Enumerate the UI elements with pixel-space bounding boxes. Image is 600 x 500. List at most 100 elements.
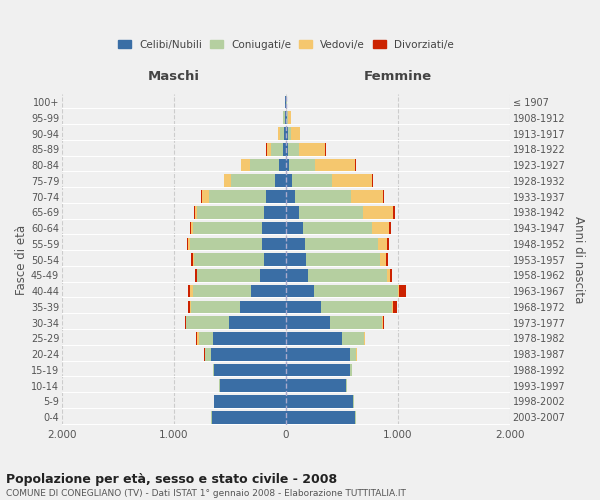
Bar: [286, 332, 342, 344]
Bar: [229, 316, 286, 329]
Bar: [305, 238, 378, 250]
Bar: [195, 269, 197, 281]
Bar: [299, 206, 363, 218]
Bar: [262, 222, 286, 234]
Bar: [286, 411, 355, 424]
Bar: [392, 300, 394, 313]
Bar: [389, 222, 391, 234]
Bar: [329, 316, 382, 329]
Bar: [386, 254, 388, 266]
Bar: [383, 190, 385, 203]
Bar: [202, 190, 209, 203]
Bar: [271, 143, 283, 156]
Bar: [284, 127, 286, 140]
Bar: [280, 127, 284, 140]
Legend: Celibi/Nubili, Coniugati/e, Vedovi/e, Divorziati/e: Celibi/Nubili, Coniugati/e, Vedovi/e, Di…: [118, 40, 454, 50]
Text: COMUNE DI CONEGLIANO (TV) - Dati ISTAT 1° gennaio 2008 - Elaborazione TUTTITALIA: COMUNE DI CONEGLIANO (TV) - Dati ISTAT 1…: [6, 489, 406, 498]
Bar: [193, 254, 194, 266]
Bar: [286, 285, 314, 298]
Bar: [286, 348, 350, 360]
Bar: [387, 269, 390, 281]
Bar: [186, 316, 229, 329]
Bar: [286, 143, 288, 156]
Bar: [314, 285, 398, 298]
Bar: [263, 254, 286, 266]
Bar: [286, 380, 346, 392]
Bar: [188, 300, 190, 313]
Bar: [241, 158, 250, 172]
Text: Maschi: Maschi: [148, 70, 200, 83]
Bar: [201, 190, 202, 203]
Bar: [250, 158, 279, 172]
Bar: [213, 332, 286, 344]
Text: Popolazione per età, sesso e stato civile - 2008: Popolazione per età, sesso e stato civil…: [6, 472, 337, 486]
Bar: [390, 269, 392, 281]
Bar: [286, 174, 292, 187]
Bar: [286, 238, 305, 250]
Bar: [240, 300, 286, 313]
Bar: [220, 380, 286, 392]
Bar: [286, 316, 329, 329]
Bar: [211, 348, 286, 360]
Bar: [332, 174, 372, 187]
Bar: [190, 222, 191, 234]
Bar: [267, 143, 271, 156]
Bar: [197, 206, 263, 218]
Bar: [394, 206, 395, 218]
Bar: [286, 190, 295, 203]
Bar: [295, 190, 351, 203]
Bar: [351, 190, 383, 203]
Bar: [187, 238, 188, 250]
Bar: [190, 285, 193, 298]
Bar: [197, 269, 260, 281]
Bar: [288, 143, 299, 156]
Bar: [378, 238, 387, 250]
Bar: [315, 158, 355, 172]
Bar: [283, 112, 285, 124]
Bar: [287, 127, 291, 140]
Bar: [289, 158, 315, 172]
Bar: [190, 238, 262, 250]
Bar: [190, 300, 191, 313]
Bar: [262, 238, 286, 250]
Bar: [212, 364, 214, 376]
Bar: [214, 395, 286, 408]
Bar: [288, 112, 291, 124]
Bar: [286, 112, 287, 124]
Bar: [191, 300, 240, 313]
Bar: [275, 174, 286, 187]
Bar: [292, 174, 332, 187]
Bar: [191, 222, 193, 234]
Bar: [394, 300, 397, 313]
Bar: [266, 190, 286, 203]
Bar: [286, 364, 350, 376]
Bar: [383, 316, 384, 329]
Bar: [350, 348, 356, 360]
Bar: [278, 127, 280, 140]
Bar: [286, 222, 303, 234]
Bar: [193, 285, 251, 298]
Bar: [287, 112, 288, 124]
Bar: [363, 206, 394, 218]
Bar: [197, 332, 199, 344]
Bar: [231, 174, 275, 187]
Bar: [286, 158, 289, 172]
Bar: [251, 285, 286, 298]
Bar: [285, 112, 286, 124]
Bar: [260, 269, 286, 281]
Bar: [263, 206, 286, 218]
Bar: [286, 127, 287, 140]
Bar: [306, 254, 380, 266]
Bar: [350, 364, 352, 376]
Bar: [380, 254, 386, 266]
Bar: [188, 238, 190, 250]
Y-axis label: Anni di nascita: Anni di nascita: [572, 216, 585, 304]
Bar: [283, 143, 286, 156]
Bar: [279, 158, 286, 172]
Bar: [299, 143, 325, 156]
Bar: [286, 206, 299, 218]
Bar: [188, 285, 190, 298]
Bar: [398, 285, 399, 298]
Bar: [286, 254, 306, 266]
Bar: [286, 269, 308, 281]
